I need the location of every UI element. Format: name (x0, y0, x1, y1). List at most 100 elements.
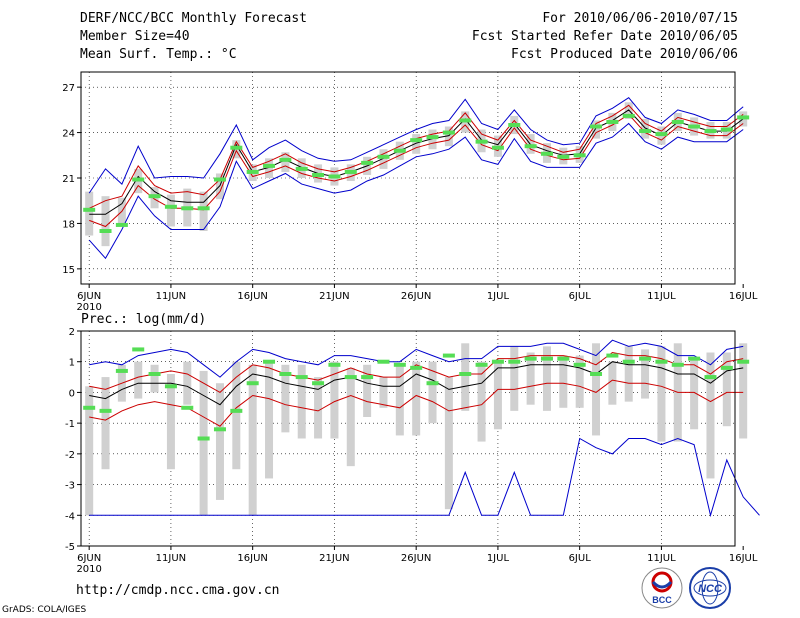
observed-marker (639, 356, 652, 361)
observed-marker (442, 353, 455, 358)
spread-box (477, 361, 486, 442)
spread-box (510, 346, 519, 411)
observed-marker (540, 356, 553, 361)
source-url[interactable]: http://cmdp.ncc.cma.gov.cn (76, 583, 280, 598)
series-line-max (88, 97, 744, 194)
x-tick-label: 11JUN (156, 291, 186, 302)
y-tick-label: -3 (65, 481, 75, 492)
spread-box (395, 364, 404, 436)
observed-marker (688, 124, 701, 129)
spread-box (330, 361, 339, 439)
series-line-min (89, 437, 760, 518)
observed-marker (344, 169, 357, 174)
y-tick-label: 0 (69, 388, 75, 399)
spread-box (101, 196, 110, 247)
spread-box (592, 120, 601, 139)
observed-marker (115, 222, 128, 227)
observed-marker (655, 132, 668, 137)
x-tick-label: 16JUL (729, 553, 758, 564)
ncc-logo: NCC (689, 567, 731, 609)
spread-box (657, 346, 666, 442)
observed-marker (426, 135, 439, 140)
observed-marker (344, 375, 357, 380)
observed-marker (622, 113, 635, 118)
spread-box (183, 361, 192, 405)
observed-marker (639, 129, 652, 134)
spread-box (297, 364, 306, 439)
y-tick-label: -2 (65, 450, 75, 461)
spread-box (526, 352, 535, 405)
plot-frame (80, 71, 736, 285)
spread-box (281, 152, 290, 172)
observed-marker (720, 365, 733, 370)
spread-box (248, 364, 257, 516)
y-tick-label: 18 (62, 219, 75, 230)
plot-frame (80, 330, 736, 547)
spread-box (265, 361, 274, 479)
observed-marker (213, 177, 226, 182)
spread-box (542, 346, 551, 411)
x-tick-label: 16JUN (237, 553, 267, 564)
observed-marker (704, 375, 717, 380)
observed-marker (148, 194, 161, 199)
observed-marker (246, 169, 259, 174)
observed-marker (459, 372, 472, 376)
svg-text:NCC: NCC (698, 583, 723, 595)
observed-marker (410, 138, 423, 143)
spread-box (346, 367, 355, 467)
x-tick-label: 21JUN (319, 553, 349, 564)
y-tick-label: 21 (62, 174, 75, 185)
x-tick-label: 11JUL (647, 291, 676, 302)
observed-marker (181, 206, 194, 211)
y-tick-label: 24 (62, 129, 75, 140)
spread-box (215, 383, 224, 500)
spread-box (641, 349, 650, 399)
observed-marker (622, 359, 635, 364)
chart-title: DERF/NCC/BCC Monthly Forecast (80, 11, 307, 26)
produced-date-label: Fcst Produced Date 2010/06/06 (511, 47, 738, 62)
spread-box (444, 126, 453, 147)
series-line-min (88, 122, 744, 260)
observed-marker (99, 408, 112, 413)
spread-box (281, 364, 290, 433)
x-tick-label: 11JUN (156, 553, 186, 564)
observed-marker (671, 119, 684, 124)
observed-marker (410, 365, 423, 370)
spread-box (232, 361, 241, 470)
observed-marker (230, 145, 243, 150)
observed-marker (230, 408, 243, 413)
observed-marker (164, 204, 177, 209)
spread-box (722, 352, 731, 427)
spread-box (314, 377, 323, 439)
spread-box (166, 374, 175, 470)
observed-marker (393, 148, 406, 153)
observed-marker (475, 139, 488, 144)
observed-marker (295, 375, 308, 380)
spread-box (134, 361, 143, 399)
observed-marker (508, 123, 521, 127)
spread-box (608, 361, 617, 405)
observed-marker (132, 347, 145, 352)
spread-box (265, 158, 274, 178)
y-tick-label: -4 (65, 511, 75, 522)
y-tick-label: 27 (62, 83, 75, 94)
observed-marker (83, 405, 96, 410)
observed-marker (573, 153, 586, 158)
y-tick-label: 1 (69, 358, 75, 369)
observed-marker (393, 362, 406, 367)
x-tick-label: 6JUN (77, 291, 101, 302)
observed-marker (377, 359, 390, 364)
observed-marker (115, 368, 128, 373)
observed-marker (361, 160, 374, 165)
spread-box (690, 358, 699, 430)
spread-box (199, 191, 208, 231)
x-tick-label: 1JUL (487, 291, 510, 302)
observed-marker (606, 353, 619, 358)
spread-box (379, 149, 388, 169)
svg-text:BCC: BCC (652, 595, 672, 605)
spread-box (461, 343, 470, 411)
observed-marker (557, 154, 570, 159)
y-tick-label: -1 (65, 419, 75, 430)
observed-marker (606, 119, 619, 124)
